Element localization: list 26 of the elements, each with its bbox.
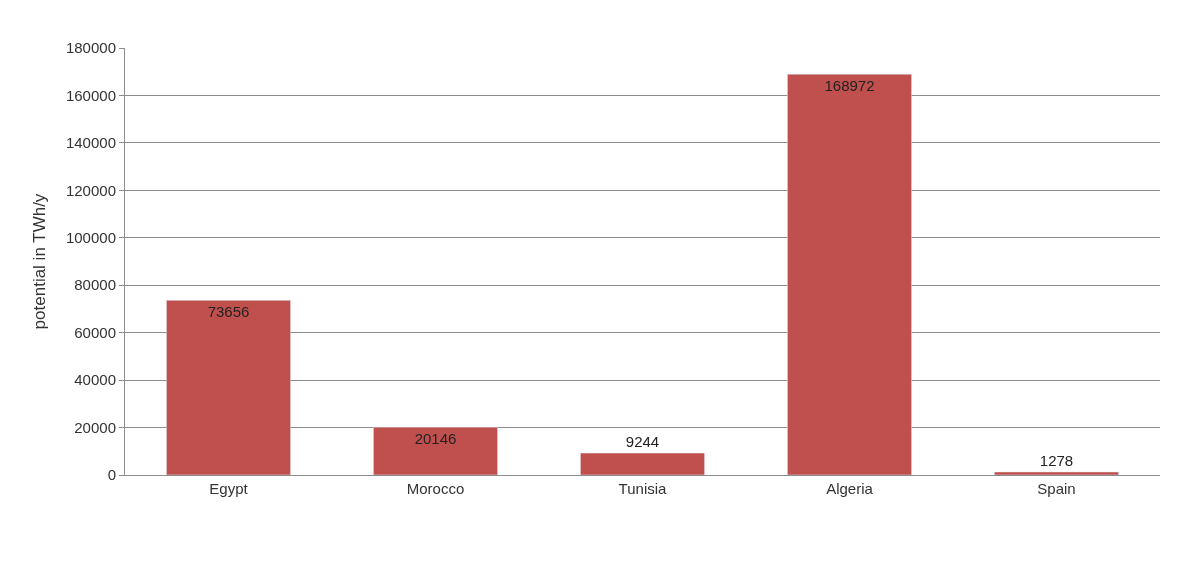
- x-tick-label: Spain: [1037, 480, 1076, 497]
- bar: [166, 300, 291, 475]
- x-tick-label: Algeria: [826, 480, 874, 497]
- y-tick-label: 140000: [65, 134, 116, 152]
- y-tick-label: 60000: [74, 323, 116, 341]
- data-label: 9244: [625, 433, 660, 451]
- data-label: 73656: [207, 303, 250, 321]
- data-label: 1278: [1039, 451, 1074, 469]
- bar: [373, 426, 498, 475]
- y-tick-label: 40000: [74, 371, 116, 389]
- x-tick-label: Morocco: [406, 480, 465, 497]
- y-tick-label: 80000: [74, 276, 116, 294]
- bar: [787, 73, 912, 475]
- y-tick-label: 20000: [74, 418, 116, 436]
- data-label: 168972: [824, 77, 875, 95]
- bar: [994, 471, 1119, 475]
- y-tick-label: 0: [107, 466, 116, 484]
- y-tick-label: 160000: [65, 86, 116, 104]
- x-tick-label: Tunisia: [618, 480, 668, 497]
- y-tick-label: 100000: [65, 229, 116, 247]
- y-axis-title: potential in TWh/y: [30, 193, 50, 330]
- y-tick-label: 120000: [65, 181, 116, 199]
- bar: [580, 452, 705, 475]
- y-tick-label: 180000: [65, 39, 116, 57]
- x-tick-label: Egypt: [209, 480, 249, 497]
- data-label: 20146: [414, 430, 457, 448]
